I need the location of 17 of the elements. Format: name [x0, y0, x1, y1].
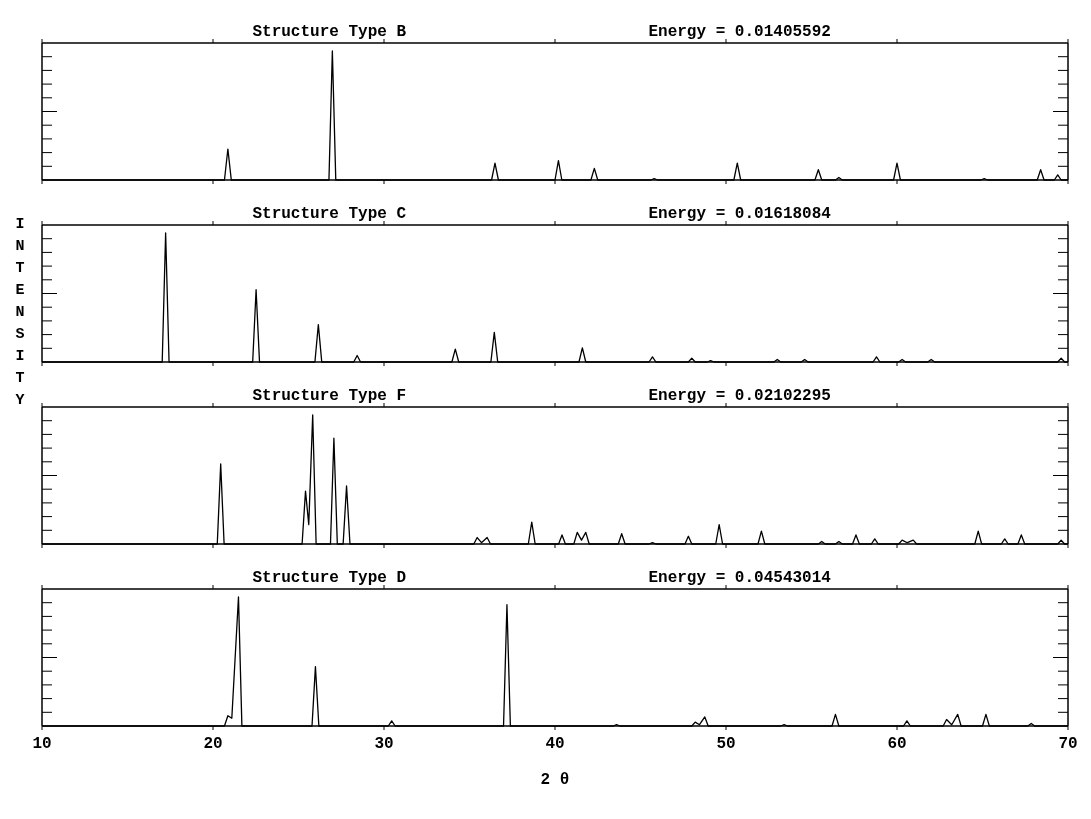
x-tick-label: 60: [887, 735, 907, 753]
x-axis-title: 2 θ: [540, 771, 570, 789]
chart-title: Structure Type F: [252, 387, 407, 405]
x-tick-label: 30: [374, 735, 394, 753]
chart-title: Structure Type B: [252, 23, 407, 41]
chart-subtitle: Energy = 0.04543014: [648, 569, 832, 587]
chart-title: Structure Type C: [252, 205, 407, 223]
x-tick-label: 40: [545, 735, 565, 753]
chart-subtitle: Energy = 0.02102295: [648, 387, 831, 405]
x-tick-label: 50: [716, 735, 736, 753]
x-tick-label: 20: [203, 735, 223, 753]
chart-title: Structure Type D: [252, 569, 407, 587]
x-tick-label: 10: [32, 735, 52, 753]
x-tick-label: 70: [1058, 735, 1078, 753]
chart-subtitle: Energy = 0.01405592: [648, 23, 831, 41]
text: INTENSITY: [15, 216, 25, 409]
chart-subtitle: Energy = 0.01618084: [648, 205, 832, 223]
